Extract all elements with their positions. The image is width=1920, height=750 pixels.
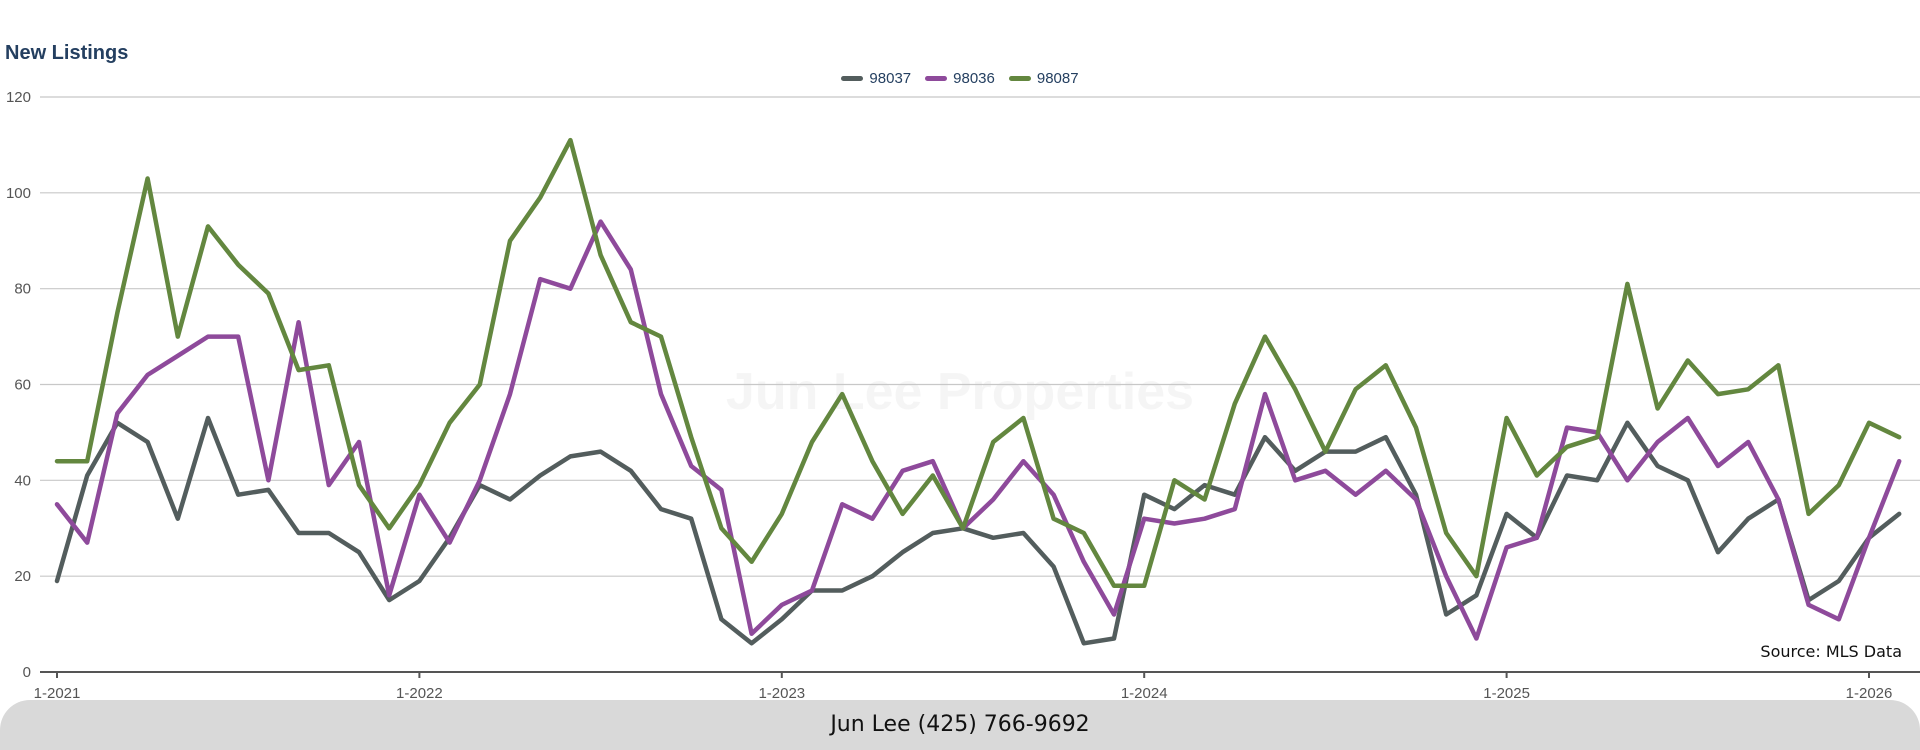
y-axis-ticks: 0 20 40 60 80 100 120 [6,89,31,681]
legend-label-98036: 98036 [953,70,995,87]
x-tick-label: 1-2025 [1483,685,1530,700]
y-tick-label: 60 [14,377,31,394]
y-tick-label: 20 [14,568,31,585]
series-lines [54,137,1902,646]
series-line-98036 [54,219,1902,641]
y-tick-label: 80 [14,281,31,298]
series-line-98037 [54,415,1902,646]
legend-swatch-98037 [841,76,864,81]
legend-label-98087: 98087 [1036,70,1079,87]
x-tick-label: 1-2024 [1121,685,1168,700]
footer-bar: Jun Lee (425) 766-9692 [0,700,1920,750]
y-tick-label: 100 [6,185,31,202]
legend-swatch-98036 [925,76,948,81]
footer-contact: Jun Lee (425) 766-9692 [830,712,1090,737]
y-tick-label: 120 [6,89,31,106]
series-line-98087 [54,137,1902,589]
source-note: Source: MLS Data [1760,642,1902,661]
legend-item-98037[interactable]: 98037 [841,70,911,87]
legend-swatch-98087 [1008,76,1031,81]
legend-item-98036[interactable]: 98036 [925,70,995,87]
grid-lines [40,96,1920,577]
chart-legend: 98037 98036 98087 [0,70,1920,87]
y-tick-label: 40 [14,472,31,489]
chart-title: New Listings [5,42,129,64]
x-tick-label: 1-2022 [396,685,443,700]
line-chart: 0 20 40 60 80 100 120 1-2021 1-2022 1-2023 1-2024… [6,89,1920,700]
x-axis: 1-2021 1-2022 1-2023 1-2024 1-2025 1-2026 [34,671,1920,700]
legend-label-98037: 98037 [869,70,912,87]
x-tick-label: 1-2026 [1846,685,1893,700]
x-tick-label: 1-2021 [34,685,81,700]
y-tick-label: 0 [23,664,31,681]
x-tick-label: 1-2023 [758,685,805,700]
legend-item-98087[interactable]: 98087 [1008,70,1079,87]
